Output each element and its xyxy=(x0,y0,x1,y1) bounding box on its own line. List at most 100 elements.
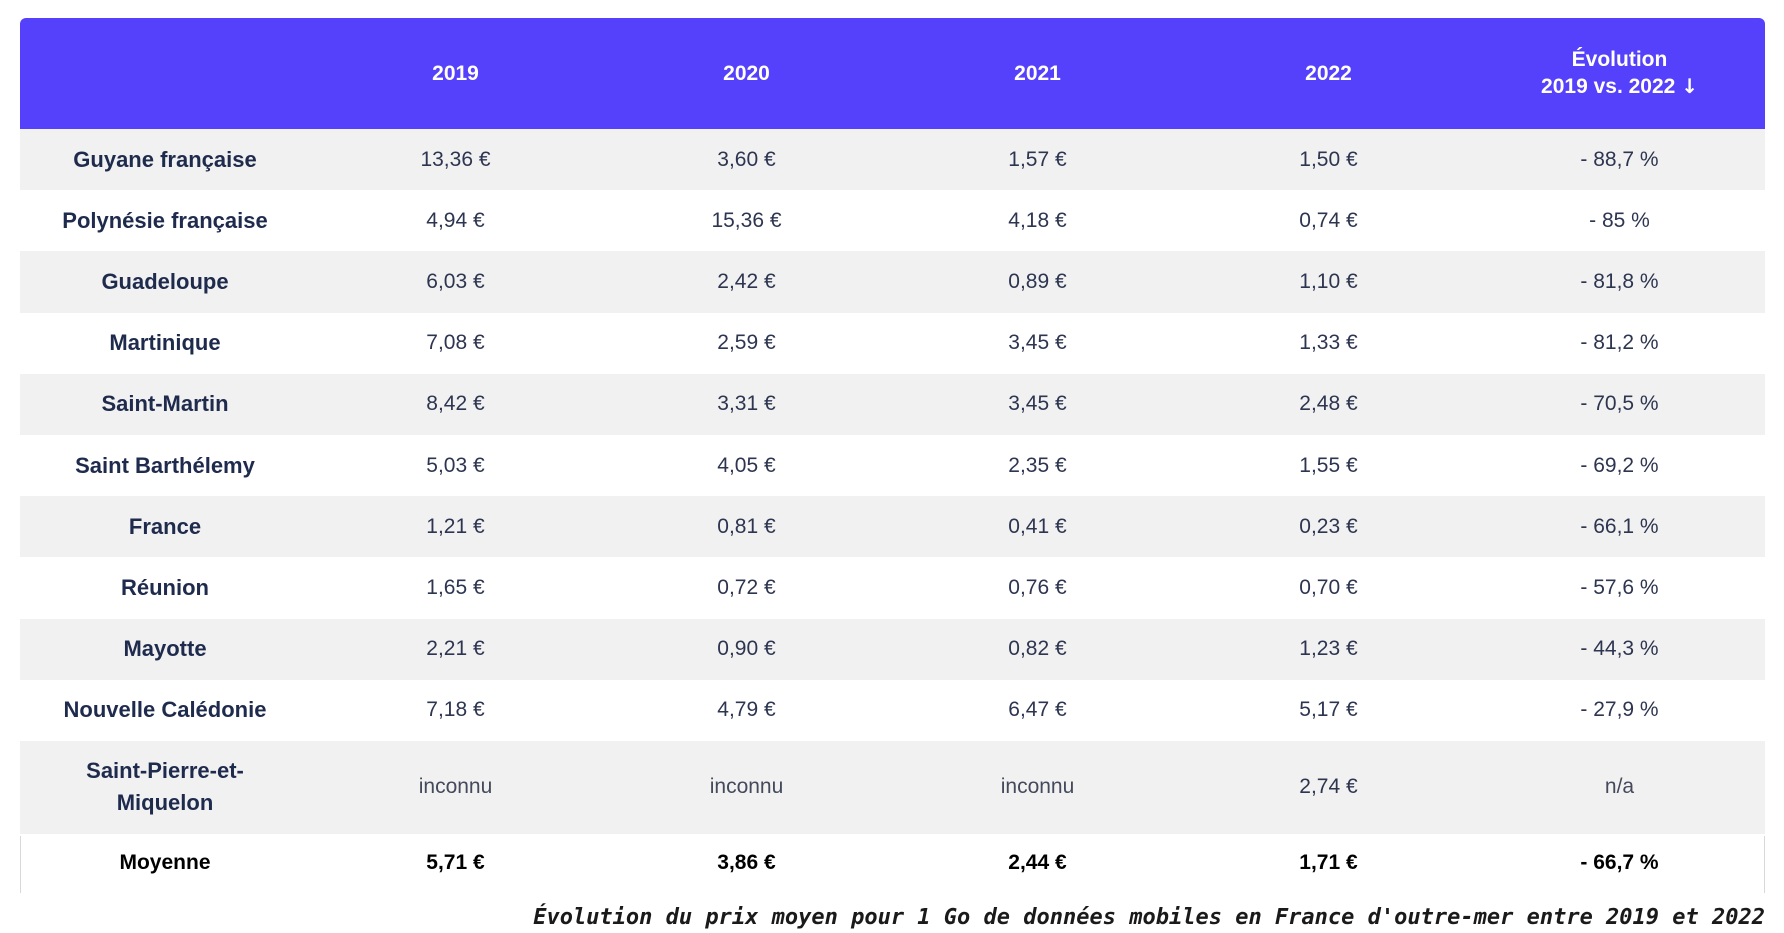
cell-2021: 3,45 € xyxy=(1008,331,1067,355)
row-label-territory: Nouvelle Calédonie xyxy=(63,697,267,723)
header-cell-2020[interactable]: 2020 xyxy=(723,61,770,85)
cell-2022: 0,23 € xyxy=(1299,514,1358,538)
evolution-header-line1: Évolution xyxy=(1571,48,1668,71)
cell-2020: 2,42 € xyxy=(717,269,776,293)
header-cell-country xyxy=(20,18,310,129)
cell-2020: 4,05 € xyxy=(717,453,776,477)
row-label-territory: Guyane française xyxy=(73,146,257,172)
table-header: 2019 2020 2021 2022 Évolution 2019 vs. 2… xyxy=(20,18,1765,129)
cell-2022: 1,55 € xyxy=(1299,453,1358,477)
table-row: Martinique 7,08 € 2,59 € 3,45 € 1,33 € - 81,2… xyxy=(20,312,1765,374)
row-label-territory: Polynésie française xyxy=(62,207,268,233)
cell-2021: 6,47 € xyxy=(1008,698,1067,722)
average-cell-2019: 5,71 € xyxy=(426,850,485,874)
header-cell-2019[interactable]: 2019 xyxy=(432,61,479,85)
table-row: Mayotte 2,21 € 0,90 € 0,82 € 1,23 € - 44,3 % xyxy=(20,618,1765,680)
cell-2020: inconnu xyxy=(709,775,784,799)
cell-2021: 1,57 € xyxy=(1008,147,1067,171)
header-row: 2019 2020 2021 2022 Évolution 2019 vs. 2… xyxy=(20,18,1765,129)
cell-2019: 8,42 € xyxy=(426,392,485,416)
average-row: Moyenne 5,71 € 3,86 € 2,44 € 1,71 € - 66,7 % xyxy=(20,833,1765,892)
header-cell-2021[interactable]: 2021 xyxy=(1014,61,1061,85)
cell-2020: 0,72 € xyxy=(717,575,776,599)
evolution-header-years: 2019 vs. 2022 xyxy=(1541,75,1676,98)
cell-2019: 5,03 € xyxy=(426,453,485,477)
cell-2022: 1,10 € xyxy=(1299,269,1358,293)
arrow-down-icon[interactable]: ↓ xyxy=(1681,74,1698,98)
cell-evolution: - 66,1 % xyxy=(1580,514,1659,538)
average-cell-2021: 2,44 € xyxy=(1008,850,1067,874)
cell-2019: 1,65 € xyxy=(426,575,485,599)
cell-2020: 15,36 € xyxy=(711,208,782,232)
average-cell-2022: 1,71 € xyxy=(1299,850,1358,874)
price-table: 2019 2020 2021 2022 Évolution 2019 vs. 2… xyxy=(20,18,1765,892)
cell-2020: 0,90 € xyxy=(717,637,776,661)
row-label-territory: Saint Barthélemy xyxy=(75,452,255,478)
row-label-territory: Mayotte xyxy=(123,636,207,662)
header-cell-evolution[interactable]: Évolution 2019 vs. 2022 ↓ xyxy=(1474,18,1765,129)
cell-2022: 1,50 € xyxy=(1299,147,1358,171)
row-label-average: Moyenne xyxy=(119,850,211,874)
cell-2021: 0,76 € xyxy=(1008,575,1067,599)
cell-2019: 7,18 € xyxy=(426,698,485,722)
table-row: Saint Barthélemy 5,03 € 4,05 € 2,35 € 1,55 €… xyxy=(20,434,1765,497)
row-label-territory: Saint-Pierre-et-Miquelon xyxy=(86,758,244,816)
cell-2020: 2,59 € xyxy=(717,331,776,355)
cell-2019: 2,21 € xyxy=(426,637,485,661)
cell-2021: 4,18 € xyxy=(1008,208,1067,232)
cell-2021: 0,41 € xyxy=(1008,514,1067,538)
price-table-container: 2019 2020 2021 2022 Évolution 2019 vs. 2… xyxy=(20,18,1765,892)
cell-2022: 1,33 € xyxy=(1299,331,1358,355)
cell-evolution: n/a xyxy=(1604,775,1635,799)
cell-2021: inconnu xyxy=(1000,775,1075,799)
cell-2021: 0,82 € xyxy=(1008,637,1067,661)
table-row: Guadeloupe 6,03 € 2,42 € 0,89 € 1,10 € - 81,8… xyxy=(20,251,1765,313)
average-cell-2020: 3,86 € xyxy=(717,850,776,874)
cell-2022: 0,74 € xyxy=(1299,208,1358,232)
cell-evolution: - 81,2 % xyxy=(1580,331,1659,355)
table-row: Saint-Martin 8,42 € 3,31 € 3,45 € 2,48 € - 70… xyxy=(20,373,1765,435)
cell-2021: 3,45 € xyxy=(1008,392,1067,416)
cell-evolution: - 70,5 % xyxy=(1580,392,1659,416)
cell-2022: 0,70 € xyxy=(1299,575,1358,599)
table-caption: Évolution du prix moyen pour 1 Go de don… xyxy=(533,905,1765,930)
cell-2022: 2,48 € xyxy=(1299,392,1358,416)
cell-evolution: - 57,6 % xyxy=(1580,575,1659,599)
table-row: Nouvelle Calédonie 7,18 € 4,79 € 6,47 € 5,17… xyxy=(20,679,1765,741)
row-label-territory: Martinique xyxy=(109,330,221,356)
cell-2019: 7,08 € xyxy=(426,331,485,355)
cell-2019: 1,21 € xyxy=(426,514,485,538)
table-row: Réunion 1,65 € 0,72 € 0,76 € 0,70 € - 57,6 % xyxy=(20,557,1765,619)
evolution-header-line2: 2019 vs. 2022 ↓ xyxy=(1474,73,1765,100)
cell-2020: 3,31 € xyxy=(717,392,776,416)
cell-2020: 4,79 € xyxy=(717,698,776,722)
cell-2019: 13,36 € xyxy=(420,147,491,171)
header-cell-2022[interactable]: 2022 xyxy=(1305,61,1352,85)
cell-evolution: - 85 % xyxy=(1589,208,1650,232)
cell-2019: 6,03 € xyxy=(426,269,485,293)
cell-evolution: - 88,7 % xyxy=(1580,147,1659,171)
table-row: Guyane française 13,36 € 3,60 € 1,57 € 1,50 … xyxy=(20,129,1765,191)
cell-2022: 1,23 € xyxy=(1299,637,1358,661)
average-cell-evolution: - 66,7 % xyxy=(1580,850,1659,874)
row-label-territory: Saint-Martin xyxy=(101,391,229,417)
row-label-territory: Guadeloupe xyxy=(101,268,229,294)
row-label-territory: Réunion xyxy=(121,574,209,600)
cell-2019: 4,94 € xyxy=(426,208,485,232)
table-row: Polynésie française 4,94 € 15,36 € 4,18 € 0,… xyxy=(20,190,1765,252)
cell-2022: 2,74 € xyxy=(1299,775,1358,799)
cell-evolution: - 44,3 % xyxy=(1580,637,1659,661)
cell-evolution: - 69,2 % xyxy=(1580,453,1659,477)
cell-evolution: - 81,8 % xyxy=(1580,269,1659,293)
table-body: Guyane française 13,36 € 3,60 € 1,57 € 1,50 … xyxy=(20,129,1765,892)
cell-evolution: - 27,9 % xyxy=(1580,698,1659,722)
cell-2019: inconnu xyxy=(418,775,493,799)
table-row: Saint-Pierre-et-Miquelon inconnu inconnu in… xyxy=(20,740,1765,834)
table-row: France 1,21 € 0,81 € 0,41 € 0,23 € - 66,1 % xyxy=(20,496,1765,558)
cell-2022: 5,17 € xyxy=(1299,698,1358,722)
cell-2020: 3,60 € xyxy=(717,147,776,171)
cell-2020: 0,81 € xyxy=(717,514,776,538)
cell-2021: 2,35 € xyxy=(1008,453,1067,477)
row-label-territory: France xyxy=(128,513,202,539)
cell-2021: 0,89 € xyxy=(1008,269,1067,293)
